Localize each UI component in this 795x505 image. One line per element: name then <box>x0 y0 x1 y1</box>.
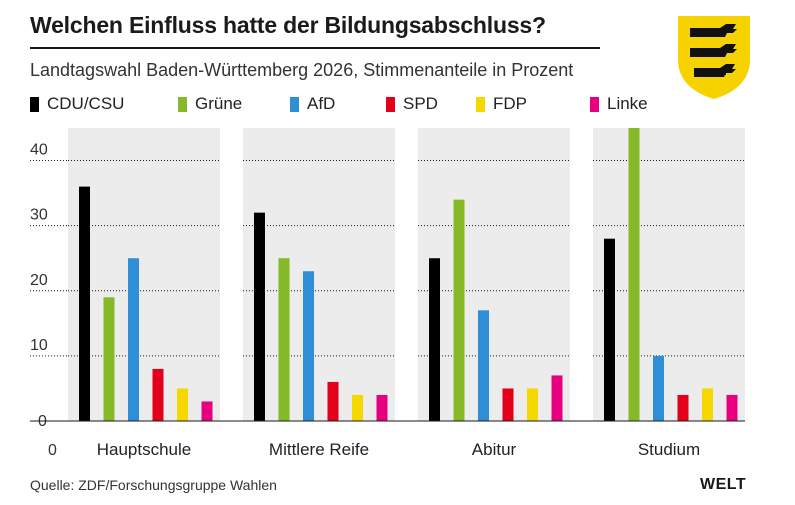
bar-afd-1 <box>303 271 314 421</box>
title-divider <box>30 47 600 49</box>
x-category-label: Hauptschule <box>97 440 192 459</box>
lion-icon <box>690 24 737 37</box>
legend-swatch <box>590 96 599 112</box>
x-category-label: Mittlere Reife <box>269 440 369 459</box>
bar-spd-3 <box>677 394 689 421</box>
bar-linke-2 <box>551 375 563 421</box>
y-tick-label: 20 <box>30 272 48 289</box>
lion-icon <box>690 44 737 57</box>
bar-spd-0 <box>152 368 164 421</box>
bar-gr-ne-2 <box>453 199 465 421</box>
panel-background <box>418 128 570 421</box>
bar-gr-ne-3 <box>628 128 640 421</box>
bar-fdp-3 <box>702 388 713 421</box>
y-tick-label: 10 <box>30 337 48 354</box>
legend-label: FDP <box>493 94 527 113</box>
legend-swatch <box>178 96 187 112</box>
bar-linke-0 <box>201 401 213 421</box>
x-category-label: Studium <box>638 440 700 459</box>
bar-gr-ne-1 <box>278 258 290 421</box>
y-tick-label: 30 <box>30 207 48 224</box>
coat-of-arms-icon <box>678 16 750 99</box>
legend-label: Linke <box>607 94 648 113</box>
bar-afd-0 <box>128 258 139 421</box>
legend-item: SPD <box>386 93 438 115</box>
legend-label: CDU/CSU <box>47 94 125 113</box>
bar-afd-3 <box>653 355 664 421</box>
y-tick-label: 0 <box>48 442 57 459</box>
bar-cdu-csu-3 <box>604 238 615 421</box>
brand-logo: WELT <box>700 476 747 493</box>
chart-subtitle: Landtagswahl Baden-Württemberg 2026, Sti… <box>30 60 574 80</box>
source-note: Quelle: ZDF/Forschungsgruppe Wahlen <box>30 477 277 493</box>
lion-icon <box>694 64 736 77</box>
bar-cdu-csu-0 <box>79 186 90 421</box>
bar-afd-2 <box>478 310 489 421</box>
legend-swatch <box>476 96 485 112</box>
legend-item: AfD <box>290 93 335 115</box>
panel-background <box>68 128 220 421</box>
legend-item: FDP <box>476 93 527 115</box>
legend-swatch <box>30 96 39 112</box>
legend-item: CDU/CSU <box>30 93 124 115</box>
bar-gr-ne-0 <box>103 297 115 421</box>
bar-spd-2 <box>502 388 514 421</box>
bar-fdp-1 <box>352 394 363 421</box>
legend-label: AfD <box>307 94 336 113</box>
bar-spd-1 <box>327 381 339 421</box>
bar-fdp-0 <box>177 388 188 421</box>
chart-title: Welchen Einfluss hatte der Bildungsabsch… <box>30 12 546 38</box>
legend-item: Grüne <box>178 93 242 115</box>
bar-fdp-2 <box>527 388 538 421</box>
bar-cdu-csu-2 <box>429 258 440 421</box>
panel-background <box>243 128 395 421</box>
x-category-label: Abitur <box>472 440 517 459</box>
panel-background <box>593 128 745 421</box>
legend-label: Grüne <box>195 94 243 113</box>
legend-swatch <box>290 96 299 112</box>
bar-linke-1 <box>376 394 388 421</box>
legend-swatch <box>386 96 395 112</box>
legend-label: SPD <box>403 94 438 113</box>
legend-item: Linke <box>590 93 648 115</box>
bar-cdu-csu-1 <box>254 212 265 421</box>
bar-linke-3 <box>726 394 738 421</box>
y-tick-label: 40 <box>30 142 48 159</box>
